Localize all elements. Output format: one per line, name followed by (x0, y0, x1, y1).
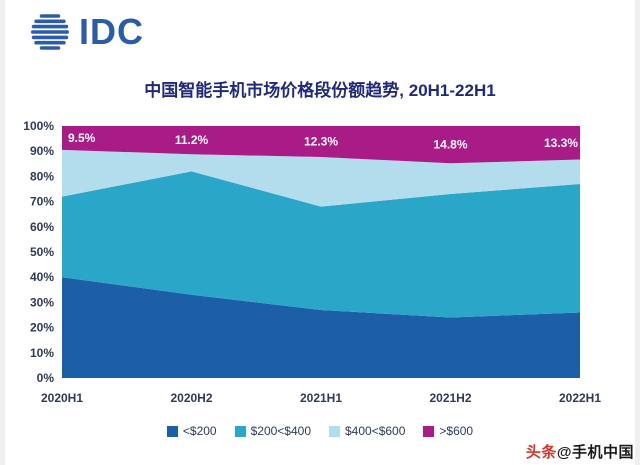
y-axis-tick-label: 100% (23, 119, 54, 133)
idc-globe-icon (31, 14, 69, 50)
chart-title: 中国智能手机市场价格段份额趋势, 20H1-22H1 (144, 81, 496, 100)
segment-share-label: 12.3% (304, 134, 338, 148)
area-band-0 (62, 277, 580, 378)
x-axis-tick-label: 2020H1 (41, 391, 83, 405)
legend-label: $200<$400 (250, 424, 311, 438)
idc-logo: IDC (28, 10, 144, 54)
segment-share-label: 11.2% (175, 133, 209, 147)
y-axis-tick-label: 30% (30, 295, 54, 309)
area-band-2 (62, 149, 580, 207)
legend-item-2: $400<$600 (329, 424, 405, 438)
legend-item-1: $200<$400 (234, 424, 311, 438)
x-axis-tick-label: 2021H1 (300, 391, 342, 405)
x-axis-tick-label: 2021H2 (429, 391, 471, 405)
legend-label: <$200 (182, 424, 217, 438)
y-axis-tick-label: 40% (30, 270, 54, 284)
watermark-source: 头条 (525, 444, 557, 461)
page-edge-left (0, 0, 5, 465)
y-axis-tick-label: 80% (30, 169, 54, 183)
watermark: 头条@手机中国 (526, 441, 634, 462)
y-axis-tick-label: 10% (30, 346, 54, 360)
legend-item-3: >$600 (423, 424, 473, 438)
area-band-3 (62, 126, 580, 164)
legend-item-0: <$200 (166, 424, 217, 438)
legend-swatch (234, 425, 246, 437)
legend-swatch (423, 425, 435, 437)
area-band-1 (62, 171, 580, 318)
idc-logo-text: IDC (79, 11, 144, 52)
segment-share-label: 9.5% (68, 131, 96, 145)
chart-legend: <$200 $200<$400 $400<$600 >$600 (0, 424, 640, 438)
x-axis-tick-label: 2022H1 (559, 391, 601, 405)
x-axis-tick-label: 2020H2 (170, 391, 212, 405)
y-axis-tick-label: 50% (30, 245, 54, 259)
legend-swatch (329, 425, 340, 437)
legend-label: $400<$600 (345, 424, 406, 438)
legend-label: >$600 (439, 424, 474, 438)
page-edge-right (635, 0, 640, 465)
y-axis-tick-label: 60% (30, 220, 54, 234)
legend-swatch (166, 425, 178, 437)
y-axis-tick-label: 20% (30, 321, 54, 335)
y-axis-tick-label: 90% (30, 144, 54, 158)
y-axis-tick-label: 0% (37, 371, 55, 385)
segment-share-label: 14.8% (433, 138, 467, 152)
watermark-account: @手机中国 (556, 444, 634, 461)
stacked-area-chart: 9.5% 11.2% 12.3% 14.8% 13.3% 100% 90% 80% 70% 60%… (23, 119, 601, 405)
y-axis-tick-label: 70% (30, 195, 54, 209)
segment-share-label: 13.3% (544, 136, 578, 150)
